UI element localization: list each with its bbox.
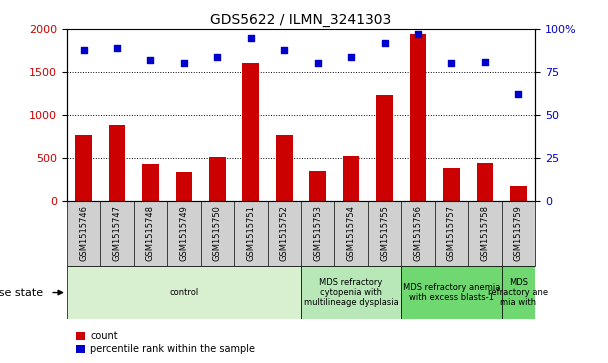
Bar [301, 266, 401, 319]
Bar [343, 156, 359, 201]
Text: GSM1515757: GSM1515757 [447, 205, 456, 261]
Bar [502, 266, 535, 319]
Point [480, 59, 490, 65]
Point [347, 54, 356, 60]
Text: GSM1515746: GSM1515746 [79, 205, 88, 261]
Title: GDS5622 / ILMN_3241303: GDS5622 / ILMN_3241303 [210, 13, 392, 26]
Bar [109, 125, 125, 201]
Bar [477, 163, 493, 201]
Text: GSM1515752: GSM1515752 [280, 205, 289, 261]
Point [78, 47, 89, 53]
Text: GSM1515755: GSM1515755 [380, 205, 389, 261]
Text: control: control [169, 288, 199, 297]
Text: GSM1515750: GSM1515750 [213, 205, 222, 261]
Text: GSM1515759: GSM1515759 [514, 205, 523, 261]
Point [279, 47, 289, 53]
Point [179, 61, 188, 66]
Bar [243, 64, 259, 201]
Bar [276, 135, 292, 201]
Bar [443, 168, 460, 201]
Bar [510, 186, 527, 201]
Bar [75, 135, 92, 201]
Point [413, 31, 423, 37]
Text: GSM1515754: GSM1515754 [347, 205, 356, 261]
Point [212, 54, 222, 60]
Point [246, 35, 255, 41]
Bar [410, 34, 426, 201]
Text: GSM1515747: GSM1515747 [112, 205, 122, 261]
Text: MDS
refractory ane
mia with: MDS refractory ane mia with [488, 278, 548, 307]
Text: disease state: disease state [0, 287, 44, 298]
Text: MDS refractory
cytopenia with
multilineage dysplasia: MDS refractory cytopenia with multilinea… [304, 278, 398, 307]
Text: GSM1515753: GSM1515753 [313, 205, 322, 261]
Bar [401, 266, 502, 319]
Bar [67, 266, 301, 319]
Bar [309, 171, 326, 201]
Text: MDS refractory anemia
with excess blasts-1: MDS refractory anemia with excess blasts… [402, 283, 500, 302]
Text: GSM1515756: GSM1515756 [413, 205, 423, 261]
Legend: count, percentile rank within the sample: count, percentile rank within the sample [72, 327, 259, 358]
Point [379, 40, 389, 46]
Text: GSM1515751: GSM1515751 [246, 205, 255, 261]
Bar [176, 172, 192, 201]
Point [112, 45, 122, 51]
Point [313, 61, 322, 66]
Text: GSM1515748: GSM1515748 [146, 205, 155, 261]
Text: GSM1515749: GSM1515749 [179, 205, 188, 261]
Point [145, 57, 155, 63]
Point [446, 61, 456, 66]
Text: GSM1515758: GSM1515758 [480, 205, 489, 261]
Bar [376, 95, 393, 201]
Bar [142, 164, 159, 201]
Bar [209, 157, 226, 201]
Point [513, 91, 523, 97]
